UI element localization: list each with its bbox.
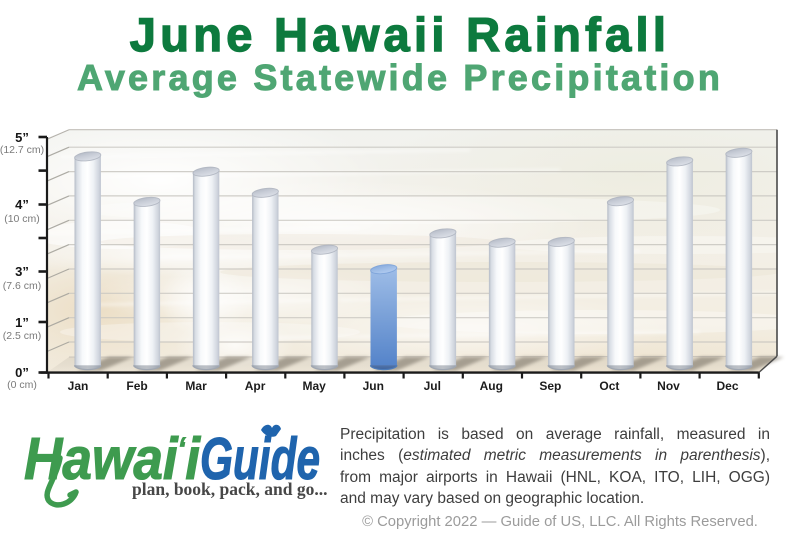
svg-text:plan, book, pack, and go...: plan, book, pack, and go... — [132, 479, 328, 499]
svg-text:Guide: Guide — [200, 426, 320, 492]
svg-text:Hawai‘i: Hawai‘i — [24, 426, 201, 492]
